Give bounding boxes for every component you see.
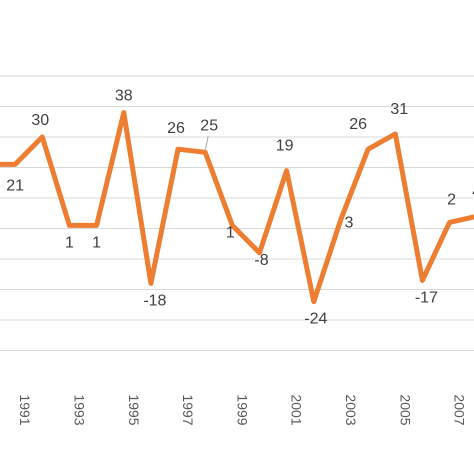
x-tick-label: 2007 xyxy=(452,394,468,425)
data-label: 26 xyxy=(349,116,367,133)
data-label: 2 xyxy=(447,191,456,208)
x-tick-label: 1991 xyxy=(17,394,33,425)
x-tick-label: 1995 xyxy=(126,394,142,425)
x-tick-label: 2003 xyxy=(343,394,359,425)
data-label: -17 xyxy=(415,289,438,306)
data-label: 1 xyxy=(65,234,74,251)
data-label-leader xyxy=(204,136,209,151)
data-label: 25 xyxy=(200,117,218,134)
x-tick-label: 1997 xyxy=(180,394,196,425)
x-tick-label: 2001 xyxy=(289,394,305,425)
x-tick-label: 1999 xyxy=(234,394,250,425)
x-axis-tick-labels: 1991 1993 1995 1997 1999 2001 2003 2005 2007 xyxy=(17,394,467,425)
x-tick-label: 2005 xyxy=(397,394,413,425)
data-label: -24 xyxy=(304,311,327,328)
series-line xyxy=(0,110,474,305)
data-label: 26 xyxy=(167,120,185,137)
data-labels: 21 30 1 1 38 -18 26 25 1 -8 19 -24 3 26 31 -17 24 xyxy=(6,88,474,328)
data-label: 38 xyxy=(115,88,133,105)
data-label: 31 xyxy=(390,101,408,118)
data-label: 1 xyxy=(92,234,101,251)
x-tick-label: 1993 xyxy=(71,394,87,425)
data-label: 4 xyxy=(472,183,474,200)
leader-lines xyxy=(204,136,209,151)
data-label: -8 xyxy=(254,252,268,269)
data-label: -18 xyxy=(143,292,166,309)
data-label: 3 xyxy=(344,214,353,231)
data-label: 1 xyxy=(226,224,235,241)
series-line-layer xyxy=(0,110,474,305)
data-label: 21 xyxy=(6,177,24,194)
data-label: 19 xyxy=(276,138,294,155)
data-label: 30 xyxy=(31,112,49,129)
